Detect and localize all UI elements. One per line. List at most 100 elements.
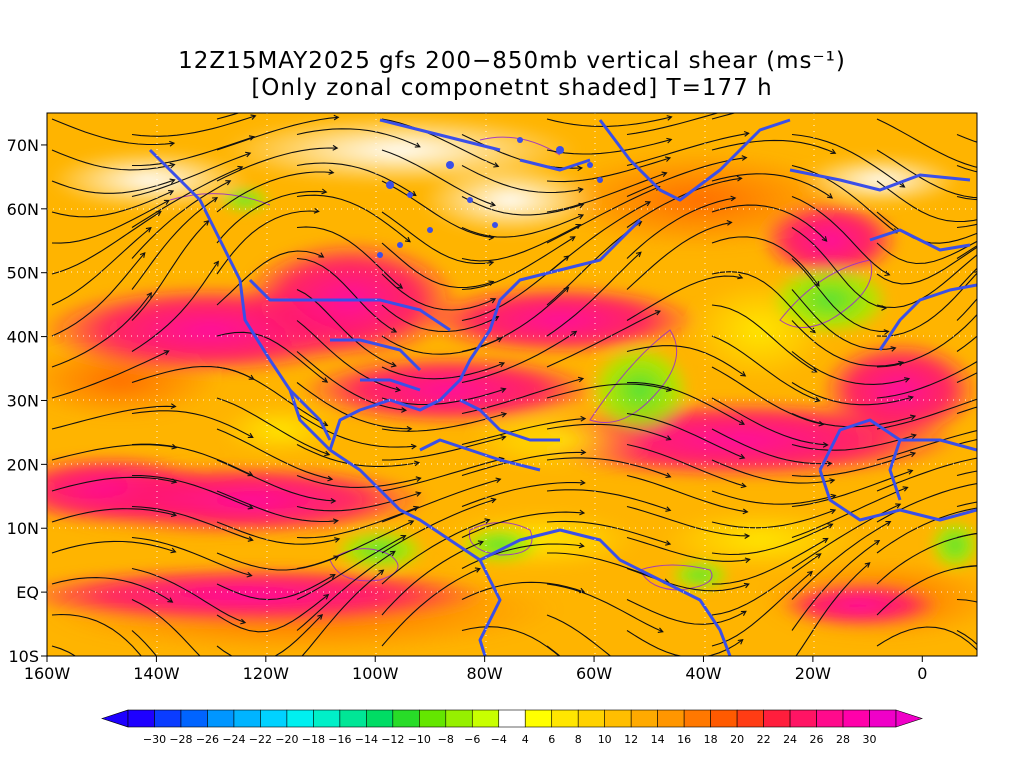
streamline-arrowhead xyxy=(666,137,673,144)
streamline-arrowhead xyxy=(170,547,177,554)
lon-tick-label: 160W xyxy=(24,664,71,683)
streamline-arrowhead xyxy=(665,435,672,441)
colorbar-swatch xyxy=(180,709,208,728)
streamline xyxy=(296,162,417,196)
streamline xyxy=(461,482,585,508)
colorbar: −30 −28 −26 −24 −22 −20 −18 −16 −14 −12 −10 −8 −6 −4 4… xyxy=(101,709,923,746)
streamline-arrowhead xyxy=(577,376,585,383)
streamline xyxy=(711,304,817,373)
streamline-arrowhead xyxy=(500,387,507,393)
colorbar-label: −20 xyxy=(275,733,298,746)
streamline xyxy=(131,180,231,259)
streamline-arrowhead xyxy=(323,593,330,600)
lon-tick-label: 0 xyxy=(917,664,927,683)
streamline-arrowhead xyxy=(488,260,495,267)
streamline xyxy=(461,255,569,322)
colorbar-swatch xyxy=(604,709,632,728)
streamline xyxy=(546,423,671,441)
streamline xyxy=(216,250,324,306)
streamline-arrowhead xyxy=(986,196,991,201)
streamline xyxy=(876,626,977,651)
streamline-arrowhead xyxy=(334,537,341,543)
streamline-arrowhead xyxy=(332,518,339,525)
streamline xyxy=(296,226,403,289)
colorbar-label: 20 xyxy=(730,733,744,746)
colorbar-swatch xyxy=(233,709,261,728)
streamline xyxy=(296,351,406,411)
colorbar-label: −16 xyxy=(328,733,351,746)
colorbar-swatch xyxy=(816,709,844,728)
streamline xyxy=(876,118,977,168)
lon-tick-label: 120W xyxy=(243,664,290,683)
streamline-arrowhead xyxy=(738,419,746,425)
streamline-arrowhead xyxy=(224,675,229,680)
colorbar-label: −30 xyxy=(143,733,166,746)
streamline xyxy=(51,292,152,368)
streamline-arrowhead xyxy=(490,298,497,304)
streamline xyxy=(381,304,499,333)
streamline-arrowhead xyxy=(563,286,570,293)
streamline-arrowhead xyxy=(979,307,984,312)
streamline xyxy=(51,190,174,218)
streamline-arrowhead xyxy=(744,557,751,564)
streamline-arrowhead xyxy=(910,451,917,458)
streamline xyxy=(381,273,496,311)
shaded-field xyxy=(47,113,996,680)
streamline-arrowhead xyxy=(203,220,210,226)
colorbar-swatch xyxy=(419,709,447,728)
streamline xyxy=(216,490,338,523)
streamline-arrowhead xyxy=(484,518,491,524)
streamline-arrowhead xyxy=(986,215,991,220)
streamline xyxy=(795,562,871,656)
streamline xyxy=(51,179,175,194)
streamline-arrowhead xyxy=(401,407,408,413)
streamline xyxy=(546,172,667,213)
streamline xyxy=(131,410,254,438)
streamline xyxy=(381,180,494,239)
streamline xyxy=(626,221,732,290)
streamline xyxy=(51,252,146,337)
streamline xyxy=(876,360,977,399)
streamline xyxy=(216,594,329,633)
streamline xyxy=(546,383,672,399)
streamline-arrowhead xyxy=(169,162,176,169)
streamline xyxy=(51,508,177,523)
colorbar-label: 22 xyxy=(757,733,771,746)
streamline xyxy=(626,536,750,562)
streamline xyxy=(131,536,252,577)
streamline xyxy=(131,220,209,321)
streamline xyxy=(461,626,560,656)
streamline-arrowhead xyxy=(317,613,324,620)
streamline-arrowhead xyxy=(818,420,825,427)
streamline xyxy=(461,134,582,169)
streamline xyxy=(956,245,977,259)
streamline-arrowhead xyxy=(167,597,174,603)
streamline xyxy=(791,382,913,406)
streamline xyxy=(626,345,746,377)
streamline xyxy=(296,320,401,391)
lon-tick-label: 140W xyxy=(133,664,180,683)
streamline xyxy=(711,335,820,402)
streamline-arrowhead xyxy=(248,374,255,380)
colorbar-label: 6 xyxy=(548,733,555,746)
streamline xyxy=(711,204,827,242)
streamline-arrowhead xyxy=(991,479,996,484)
streamline xyxy=(876,565,977,616)
streamline-arrowhead xyxy=(730,195,737,202)
streamline xyxy=(546,614,612,656)
streamline-arrowhead xyxy=(826,460,833,467)
lat-tick-label: 30N xyxy=(7,391,39,410)
streamline-arrowhead xyxy=(415,476,422,482)
streamline xyxy=(626,132,749,167)
streamline-arrowhead xyxy=(579,479,586,486)
streamline-arrowhead xyxy=(822,537,829,544)
streamline-arrowhead xyxy=(984,563,989,568)
streamline xyxy=(876,240,977,265)
streamline-arrowhead xyxy=(577,214,585,220)
streamline-arrowhead xyxy=(737,273,744,280)
colorbar-label: −6 xyxy=(464,733,480,746)
streamline xyxy=(876,313,977,368)
streamline xyxy=(711,490,836,505)
colorbar-swatch xyxy=(869,709,897,728)
